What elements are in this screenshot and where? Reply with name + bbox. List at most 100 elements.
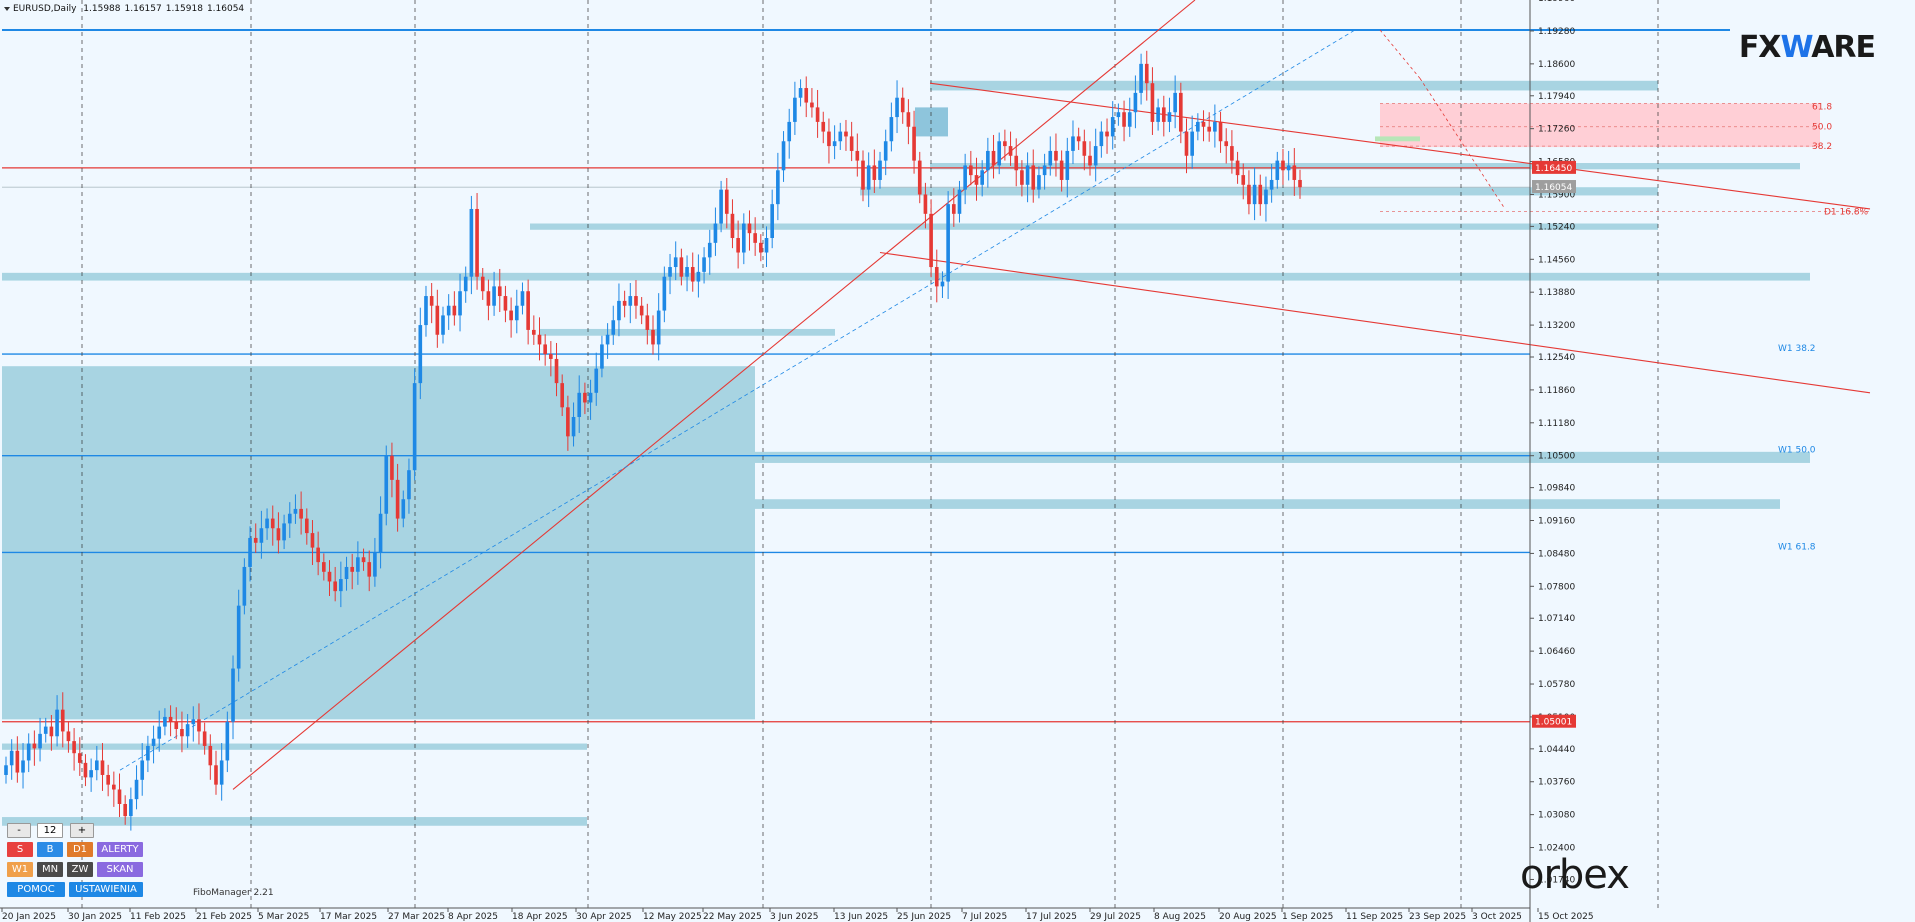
x-tick-label: 5 Mar 2025 — [258, 912, 309, 922]
candle — [1008, 131, 1013, 166]
candle — [747, 210, 752, 251]
candle-body — [236, 605, 241, 669]
candle-body — [571, 416, 576, 437]
candle-body — [543, 344, 547, 355]
zw-button[interactable]: ZW — [67, 862, 93, 877]
candle — [1105, 118, 1109, 154]
candle-body — [327, 571, 332, 582]
candle — [940, 271, 945, 298]
x-tick-label: 22 May 2025 — [703, 912, 762, 922]
scan-button[interactable]: SKAN — [97, 862, 143, 877]
w1-button[interactable]: W1 — [7, 862, 33, 877]
candle-body — [673, 257, 678, 268]
increase-button[interactable]: + — [70, 823, 94, 838]
candle-body — [486, 291, 491, 306]
orbex-logo: orbex — [1520, 852, 1630, 898]
y-tick-label: 1.17940 — [1538, 92, 1575, 102]
y-tick-label: 1.13200 — [1538, 321, 1575, 331]
candle-body — [1292, 165, 1297, 180]
candle — [656, 293, 661, 361]
candle-body — [560, 383, 565, 408]
y-tick-label: 1.06460 — [1538, 647, 1575, 657]
candle-body — [1003, 141, 1007, 147]
help-button[interactable]: POMOC — [7, 882, 65, 897]
candle-body — [1196, 121, 1200, 132]
trend-lines — [119, 0, 1871, 790]
chart-header: EURUSD,Daily 1.15988 1.16157 1.15918 1.1605… — [4, 4, 248, 14]
candle-body — [759, 242, 763, 253]
candle-body — [1230, 146, 1234, 161]
candle-body — [594, 368, 599, 393]
candle-body — [696, 271, 701, 282]
price-zone — [1380, 103, 1820, 148]
candle-body — [554, 358, 559, 384]
price-zone — [1375, 136, 1420, 142]
candle-body — [719, 189, 723, 224]
candle-body — [1173, 92, 1177, 113]
candle-body — [1088, 155, 1092, 166]
candle-body — [1127, 112, 1132, 127]
d1-button[interactable]: D1 — [67, 842, 93, 857]
candle — [798, 79, 803, 107]
fib-label: 61.8 — [1812, 102, 1832, 112]
candle-body — [997, 141, 1002, 166]
candle-body — [883, 141, 888, 161]
candle — [594, 352, 599, 406]
buy-button[interactable]: B — [37, 842, 63, 857]
mn-button[interactable]: MN — [37, 862, 63, 877]
candle — [185, 714, 190, 748]
candle-body — [1207, 126, 1212, 132]
candle — [991, 134, 996, 179]
candle — [861, 150, 865, 202]
candle-body — [583, 392, 587, 403]
candle — [1082, 129, 1087, 171]
value-field[interactable]: 12 — [37, 823, 63, 838]
candle-body — [429, 296, 434, 306]
candle — [1088, 141, 1092, 176]
y-tick-label: 1.03080 — [1538, 811, 1575, 821]
candle — [866, 152, 871, 208]
candle — [628, 282, 633, 324]
candle-body — [344, 566, 349, 580]
candle — [764, 226, 769, 268]
candle — [208, 734, 213, 780]
candle — [236, 589, 241, 682]
sell-button[interactable]: S — [7, 842, 33, 857]
candle — [344, 556, 349, 591]
candle-body — [1184, 131, 1189, 156]
price-zone — [755, 451, 1810, 463]
candle-body — [219, 760, 224, 785]
y-tick-label: 1.12540 — [1538, 353, 1575, 363]
candle-body — [151, 738, 156, 746]
candle — [265, 508, 269, 540]
candle-body — [685, 267, 689, 277]
candle-body — [1275, 160, 1280, 180]
candle-body — [804, 88, 809, 103]
candle — [1127, 97, 1132, 137]
fib-label: 38.2 — [1812, 142, 1832, 152]
candle — [827, 118, 831, 164]
candle-body — [707, 242, 712, 258]
candle-body — [407, 470, 411, 500]
x-tick-label: 3 Jun 2025 — [770, 912, 818, 922]
dropdown-icon[interactable] — [4, 6, 10, 11]
candle — [1003, 129, 1007, 161]
candle-body — [662, 276, 667, 311]
candle — [520, 282, 525, 315]
price-label-bg — [1532, 180, 1576, 194]
candle — [974, 157, 979, 201]
candle — [583, 382, 587, 415]
candle — [373, 537, 377, 587]
settings-button[interactable]: USTAWIENIA — [69, 882, 143, 897]
candle-body — [1224, 141, 1229, 147]
y-tick-label: 1.04440 — [1538, 745, 1575, 755]
candle — [43, 717, 48, 743]
candle-body — [520, 291, 525, 306]
x-tick-label: 27 Mar 2025 — [388, 912, 445, 922]
decrease-button[interactable]: - — [7, 823, 31, 838]
candle — [197, 703, 201, 745]
alerts-button[interactable]: ALERTY — [97, 842, 143, 857]
candle-body — [741, 223, 746, 253]
candle — [1286, 150, 1291, 181]
